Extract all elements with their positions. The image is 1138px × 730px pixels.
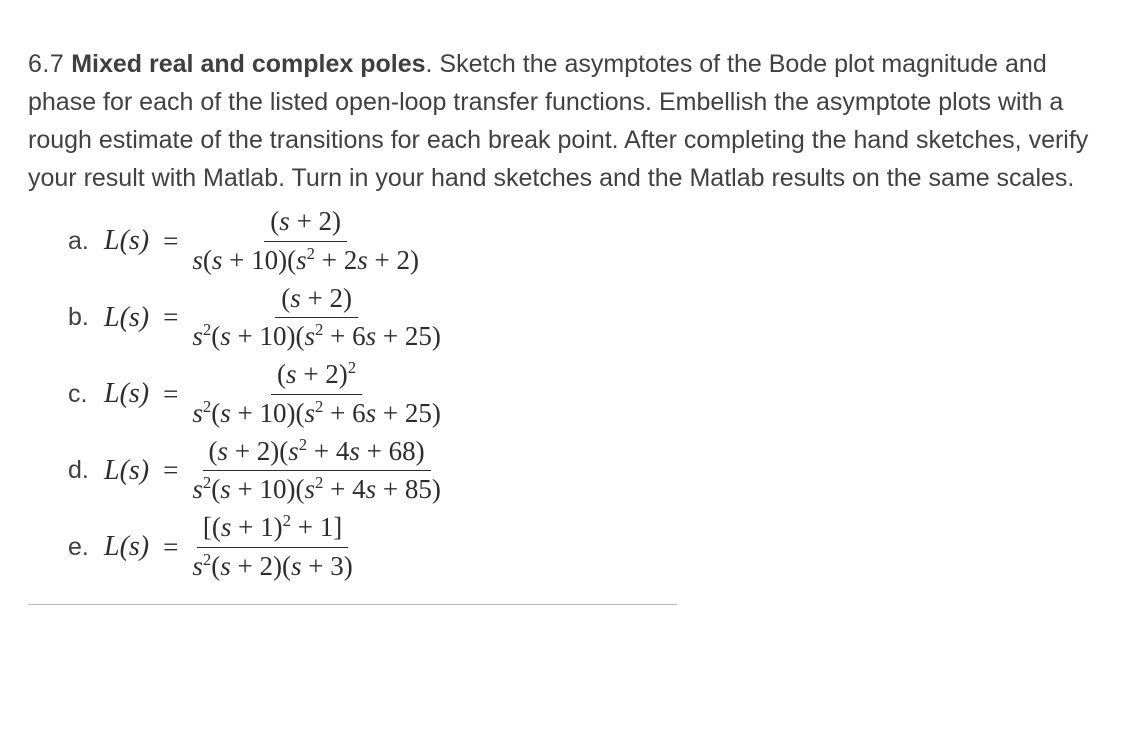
fraction: (s + 2)(s2 + 4s + 68) s2(s + 10)(s2 + 4s… xyxy=(186,435,446,508)
equals-sign: = xyxy=(155,226,186,257)
lhs: L(s) xyxy=(104,531,149,563)
problem-number: 6.7 xyxy=(28,50,64,78)
item-letter: e. xyxy=(68,533,104,562)
fraction: (s + 2) s(s + 10)(s2 + 2s + 2) xyxy=(186,205,425,278)
list-item: e. L(s) = [(s + 1)2 + 1] s2(s + 2)(s + 3… xyxy=(68,511,1110,584)
fraction: (s + 2)2 s2(s + 10)(s2 + 6s + 25) xyxy=(186,358,446,431)
list-item: d. L(s) = (s + 2)(s2 + 4s + 68) s2(s + 1… xyxy=(68,435,1110,508)
denominator: s2(s + 10)(s2 + 6s + 25) xyxy=(186,318,446,354)
fraction: [(s + 1)2 + 1] s2(s + 2)(s + 3) xyxy=(186,511,358,584)
lhs: L(s) xyxy=(104,302,149,334)
equals-sign: = xyxy=(155,379,186,410)
denominator: s2(s + 2)(s + 3) xyxy=(186,548,358,584)
denominator: s2(s + 10)(s2 + 6s + 25) xyxy=(186,395,446,431)
bottom-divider xyxy=(28,604,677,605)
denominator: s(s + 10)(s2 + 2s + 2) xyxy=(186,242,425,278)
numerator: [(s + 1)2 + 1] xyxy=(197,511,348,548)
item-letter: c. xyxy=(68,380,104,409)
lhs: L(s) xyxy=(104,225,149,257)
equals-sign: = xyxy=(155,302,186,333)
problem-statement: 6.7 Mixed real and complex poles. Sketch… xyxy=(28,45,1110,197)
equals-sign: = xyxy=(155,532,186,563)
item-letter: d. xyxy=(68,456,104,485)
fraction: (s + 2) s2(s + 10)(s2 + 6s + 25) xyxy=(186,282,446,355)
problem-title: Mixed real and complex poles xyxy=(71,50,425,78)
numerator: (s + 2)2 xyxy=(271,358,362,395)
problem-list: a. L(s) = (s + 2) s(s + 10)(s2 + 2s + 2)… xyxy=(68,205,1110,584)
item-letter: b. xyxy=(68,303,104,332)
list-item: b. L(s) = (s + 2) s2(s + 10)(s2 + 6s + 2… xyxy=(68,282,1110,355)
list-item: c. L(s) = (s + 2)2 s2(s + 10)(s2 + 6s + … xyxy=(68,358,1110,431)
list-item: a. L(s) = (s + 2) s(s + 10)(s2 + 2s + 2) xyxy=(68,205,1110,278)
lhs: L(s) xyxy=(104,378,149,410)
numerator: (s + 2) xyxy=(264,205,347,242)
numerator: (s + 2) xyxy=(275,282,358,319)
denominator: s2(s + 10)(s2 + 4s + 85) xyxy=(186,471,446,507)
lhs: L(s) xyxy=(104,455,149,487)
numerator: (s + 2)(s2 + 4s + 68) xyxy=(203,435,431,472)
equals-sign: = xyxy=(155,455,186,486)
item-letter: a. xyxy=(68,227,104,256)
